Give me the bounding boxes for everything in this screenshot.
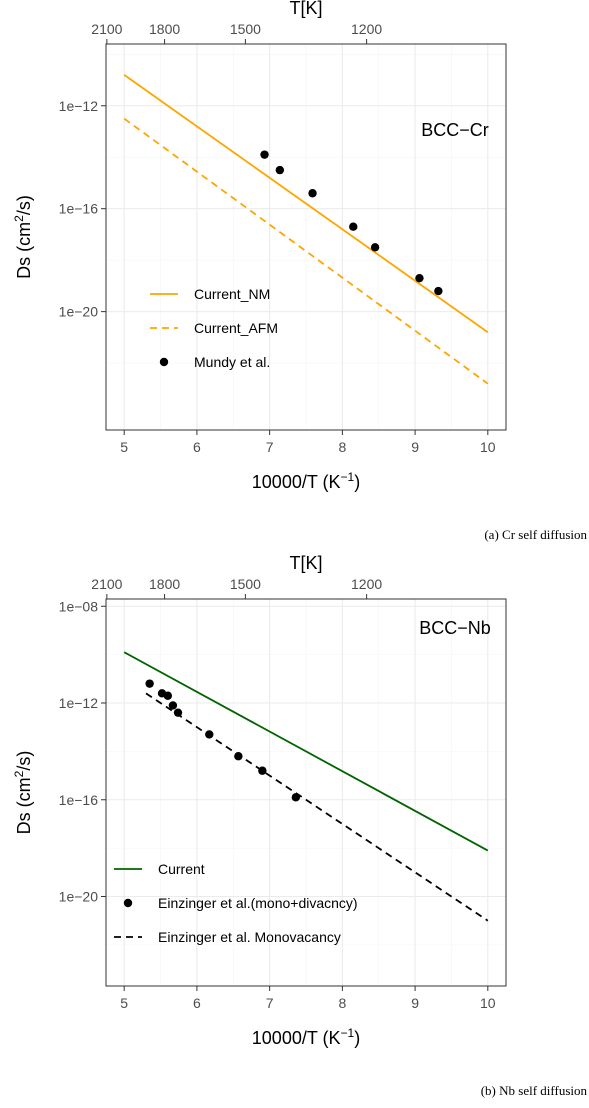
x-tick-label: 5 (120, 439, 128, 455)
data-point (173, 708, 183, 717)
y-tick-label: 1e−12 (59, 695, 99, 711)
y-tick-label: 1e−16 (59, 792, 99, 808)
legend-key-point (123, 898, 133, 908)
top-tick-label: 1800 (149, 21, 180, 37)
y-axis-title: Ds (cm2/s) (12, 195, 34, 279)
inset-label: BCC−Nb (419, 618, 491, 638)
legend-key-point (159, 357, 169, 367)
series-group (123, 74, 489, 385)
plot-border (105, 598, 507, 987)
x-tick-label: 9 (411, 995, 419, 1011)
data-point (163, 691, 173, 700)
data-point (415, 273, 424, 283)
legend-label: Current (158, 861, 205, 877)
x-tick-label: 9 (411, 439, 419, 455)
x-tick-label: 6 (193, 439, 201, 455)
data-point (308, 189, 317, 198)
y-tick-label: 1e−20 (59, 889, 99, 905)
x-tick-label: 8 (338, 995, 346, 1011)
x-tick-label: 5 (120, 995, 128, 1011)
legend-label: Current_NM (194, 286, 270, 302)
caption-nb: (b) Nb self diffusion (480, 1083, 587, 1098)
top-tick-label: 1800 (149, 576, 180, 592)
x-tick-label: 6 (193, 995, 201, 1011)
chart-nb: 5 6 7 8 9 10 1e−08 1e−12 1e−16 1e−20 2100 1800 1500 1… (12, 553, 507, 1048)
legend-label: Mundy et al. (194, 354, 270, 370)
data-point (275, 165, 285, 175)
x-axis-title: 10000/T (K−1) (252, 470, 360, 492)
data-point (145, 679, 154, 688)
series-group (123, 651, 489, 922)
top-tick-label: 2100 (91, 21, 122, 37)
legend-label: Einzinger et al.(mono+divacncy) (158, 895, 358, 911)
legend-label: Current_AFM (194, 320, 278, 336)
data-point (168, 701, 178, 710)
y-tick-label: 1e−16 (59, 201, 99, 217)
x-tick-label: 7 (266, 995, 274, 1011)
top-tick-label: 1500 (230, 21, 261, 37)
data-point (349, 222, 358, 231)
chart-cr: 5 6 7 8 9 10 1e−12 1e−16 1e−20 2100 1800 1500 1200 T[… (12, 0, 507, 492)
y-tick-label: 1e−12 (59, 98, 99, 114)
plot-border (105, 43, 507, 431)
y-tick-label: 1e−08 (59, 598, 99, 614)
y-axis-title: Ds (cm2/s) (12, 751, 34, 835)
legend-label: Einzinger et al. Monovacancy (158, 929, 341, 945)
x-tick-label: 10 (480, 439, 496, 455)
x-tick-label: 7 (266, 439, 274, 455)
top-tick-label: 1200 (351, 21, 382, 37)
inset-label: BCC−Cr (421, 120, 489, 140)
data-point (370, 243, 380, 252)
top-tick-label: 1200 (351, 576, 382, 592)
top-axis-title: T[K] (289, 0, 322, 18)
series-line-1 (123, 117, 489, 385)
y-tick-label: 1e−20 (59, 304, 99, 320)
top-axis-title: T[K] (289, 553, 322, 573)
data-point (434, 286, 443, 296)
top-tick-label: 1500 (230, 576, 261, 592)
data-point (260, 150, 269, 159)
series-line-0 (123, 651, 489, 852)
series-line-0 (123, 74, 489, 333)
caption-cr: (a) Cr self diffusion (484, 527, 587, 542)
x-axis-title: 10000/T (K−1) (252, 1026, 360, 1048)
series-line-2 (145, 692, 489, 922)
x-tick-label: 10 (480, 995, 496, 1011)
top-tick-label: 2100 (91, 576, 122, 592)
x-tick-label: 8 (338, 439, 346, 455)
